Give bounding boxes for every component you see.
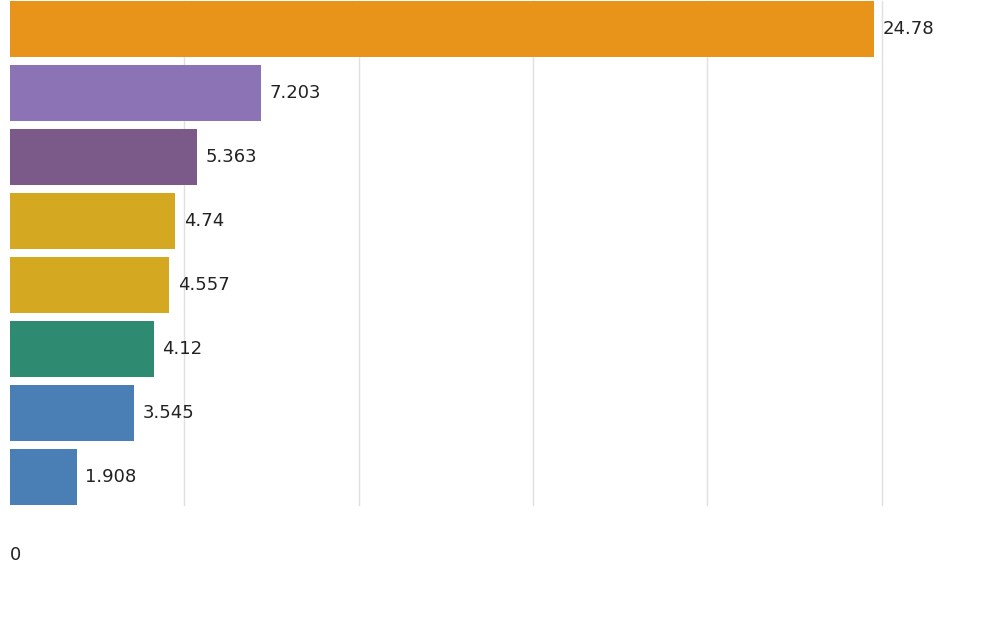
Text: 4.557: 4.557 <box>178 276 230 294</box>
Bar <box>10 1 874 57</box>
Text: 1.908: 1.908 <box>85 468 137 486</box>
Text: 5.363: 5.363 <box>206 148 258 166</box>
Bar <box>10 192 175 249</box>
Bar <box>10 448 77 505</box>
Bar <box>10 128 197 185</box>
Bar <box>10 384 134 441</box>
Text: 7.203: 7.203 <box>270 84 322 102</box>
Bar <box>10 321 154 377</box>
Text: 4.12: 4.12 <box>163 340 203 358</box>
Bar <box>10 65 261 121</box>
Text: 3.545: 3.545 <box>142 404 194 421</box>
Text: 4.74: 4.74 <box>184 212 224 230</box>
Text: 24.78: 24.78 <box>883 19 934 38</box>
Bar <box>10 257 169 313</box>
Text: 0: 0 <box>10 547 21 564</box>
